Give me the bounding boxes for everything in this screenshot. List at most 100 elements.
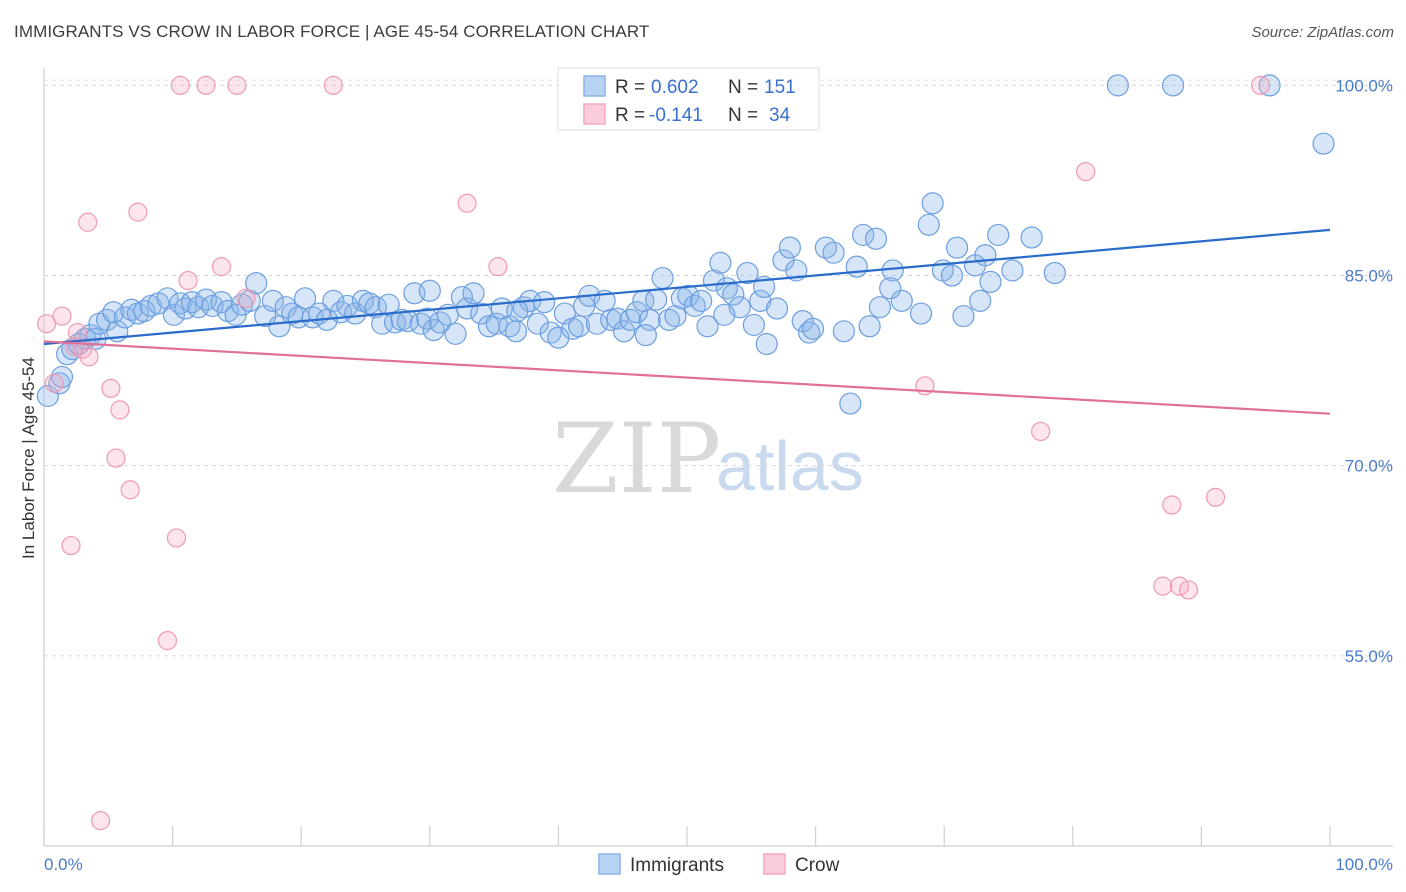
- immigrants-point: [722, 283, 745, 306]
- immigrants-point: [102, 301, 125, 324]
- immigrants-point: [909, 302, 933, 325]
- immigrants-point: [868, 296, 892, 319]
- legend-swatch-crow: [583, 103, 606, 125]
- immigrants-point: [634, 324, 657, 347]
- y-tick-labels: 100.0% 85.0% 70.0% 55.0%: [1335, 76, 1393, 665]
- crow-point: [36, 314, 57, 334]
- immigrants-point: [858, 315, 881, 338]
- crow-point: [1162, 495, 1182, 515]
- immigrants-point: [504, 320, 528, 343]
- crow-point: [166, 528, 187, 548]
- immigrants-point: [462, 282, 485, 305]
- immigrants-point: [547, 326, 570, 349]
- immigrants-point: [852, 223, 875, 247]
- y-tick-label: 70.0%: [1345, 457, 1393, 476]
- legend-n-label-crow: N =: [728, 105, 758, 126]
- immigrants-point: [1020, 226, 1043, 249]
- immigrants-point: [1162, 74, 1185, 97]
- immigrants-point: [736, 261, 759, 285]
- crow-point: [1178, 580, 1199, 600]
- legend-r-label-crow: R =: [615, 105, 645, 126]
- crow-point: [44, 373, 64, 393]
- crow-point: [1250, 75, 1271, 95]
- crow-point: [1031, 421, 1051, 442]
- legend-r-value-crow: -0.141: [649, 105, 703, 126]
- immigrants-point: [293, 287, 317, 310]
- crow-point: [1153, 576, 1173, 596]
- crow-point: [90, 811, 111, 831]
- immigrants-point: [390, 308, 413, 331]
- immigrants-point: [755, 332, 778, 356]
- immigrants-point: [801, 317, 825, 340]
- grid-lines: [44, 79, 1393, 657]
- immigrants-point: [600, 308, 623, 331]
- immigrants-point: [778, 236, 801, 259]
- immigrants-point: [36, 384, 59, 408]
- immigrants-point: [245, 272, 268, 295]
- crow-point: [120, 480, 140, 500]
- immigrants-point: [470, 302, 493, 325]
- crow-point: [79, 347, 99, 367]
- crow-point: [67, 322, 88, 343]
- immigrants-point: [585, 312, 609, 335]
- immigrants-point: [1043, 261, 1066, 285]
- bottom-legend-label-immigrants: Immigrants: [630, 855, 724, 876]
- immigrants-point: [969, 289, 992, 312]
- crow-point: [61, 535, 81, 556]
- immigrants-point: [377, 293, 400, 316]
- crow-point: [1076, 161, 1096, 182]
- immigrants-point: [890, 289, 913, 312]
- bottom-legend-swatch-crow: [763, 853, 786, 875]
- immigrants-trend-line: [43, 228, 1331, 346]
- immigrants-point: [742, 313, 765, 337]
- immigrants-point: [974, 244, 997, 267]
- chart-title: IMMIGRANTS VS CROW IN LABOR FORCE | AGE …: [14, 22, 650, 41]
- legend-r-value-immigrants: 0.602: [651, 77, 699, 98]
- crow-point: [157, 631, 178, 651]
- immigrants-point: [322, 289, 345, 312]
- immigrants-point: [864, 227, 888, 250]
- crow-point: [211, 257, 232, 277]
- crow-point: [52, 306, 72, 326]
- immigrants-point: [839, 392, 862, 415]
- immigrants-point: [979, 270, 1002, 293]
- immigrants-point: [921, 192, 944, 215]
- series-crow-points: [36, 75, 1271, 831]
- x-tick-label-left: 0.0%: [44, 855, 83, 874]
- immigrants-point: [156, 287, 179, 310]
- immigrants-point: [1001, 259, 1024, 282]
- immigrants-point: [917, 213, 940, 236]
- immigrants-point: [987, 223, 1010, 247]
- y-axis-label: In Labor Force | Age 45-54: [19, 357, 38, 559]
- bottom-legend-swatch-immigrants: [598, 853, 621, 875]
- crow-point: [236, 288, 256, 308]
- crow-point: [227, 75, 247, 95]
- source-credit: Source: ZipAtlas.com: [1251, 24, 1394, 41]
- crow-point: [323, 75, 343, 95]
- immigrants-point: [301, 306, 324, 329]
- crow-point: [101, 378, 121, 398]
- immigrants-point: [945, 236, 969, 259]
- immigrants-point: [845, 255, 868, 278]
- immigrants-point: [657, 308, 681, 331]
- immigrants-point: [690, 289, 713, 312]
- axes: [43, 68, 1393, 847]
- crow-point: [170, 75, 190, 95]
- legend-swatch-immigrants: [583, 75, 606, 97]
- y-tick-label: 55.0%: [1345, 647, 1393, 666]
- crow-trend-line: [43, 340, 1331, 415]
- legend-n-value-immigrants: 151: [764, 77, 796, 98]
- immigrants-point: [822, 241, 845, 264]
- bottom-legend-label-crow: Crow: [795, 855, 840, 876]
- legend-n-value-crow: 34: [769, 105, 791, 126]
- crow-point: [196, 75, 216, 95]
- trend-lines: [43, 228, 1331, 415]
- crow-point: [78, 212, 98, 232]
- immigrants-point: [709, 251, 732, 274]
- immigrants-point: [664, 304, 687, 328]
- immigrants-point: [625, 301, 648, 324]
- series-legend: Immigrants Crow: [598, 853, 840, 876]
- immigrants-point: [162, 303, 185, 326]
- immigrants-point: [749, 289, 772, 312]
- watermark-zip: ZIP: [552, 403, 721, 515]
